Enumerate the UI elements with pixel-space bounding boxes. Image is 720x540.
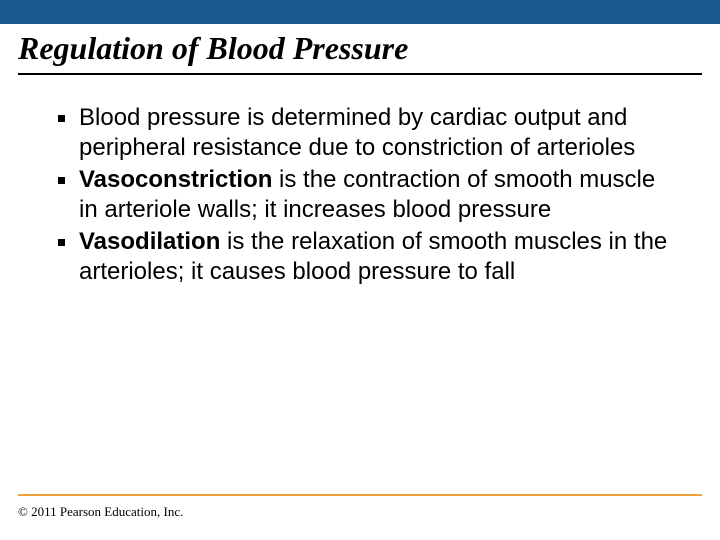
bullet-text: Vasoconstriction is the contraction of s…: [79, 165, 680, 225]
bullet-dot-icon: [58, 177, 65, 184]
header-color-bar: [0, 0, 720, 24]
bullet-text-bold-run: Vasodilation: [79, 228, 220, 255]
bullet-text-bold-run: Vasoconstriction: [79, 166, 272, 193]
bullet-item: Blood pressure is determined by cardiac …: [58, 103, 680, 163]
bullet-text-run: Blood pressure is determined by cardiac …: [79, 104, 635, 161]
bullet-item: Vasoconstriction is the contraction of s…: [58, 165, 680, 225]
copyright-text: © 2011 Pearson Education, Inc.: [18, 504, 183, 520]
bullet-list: Blood pressure is determined by cardiac …: [0, 75, 720, 287]
footer-color-bar: [18, 494, 702, 496]
bullet-text: Blood pressure is determined by cardiac …: [79, 103, 680, 163]
bullet-dot-icon: [58, 115, 65, 122]
bullet-text: Vasodilation is the relaxation of smooth…: [79, 227, 680, 287]
bullet-dot-icon: [58, 239, 65, 246]
bullet-item: Vasodilation is the relaxation of smooth…: [58, 227, 680, 287]
slide-title: Regulation of Blood Pressure: [18, 30, 702, 67]
title-row: Regulation of Blood Pressure: [0, 24, 720, 71]
